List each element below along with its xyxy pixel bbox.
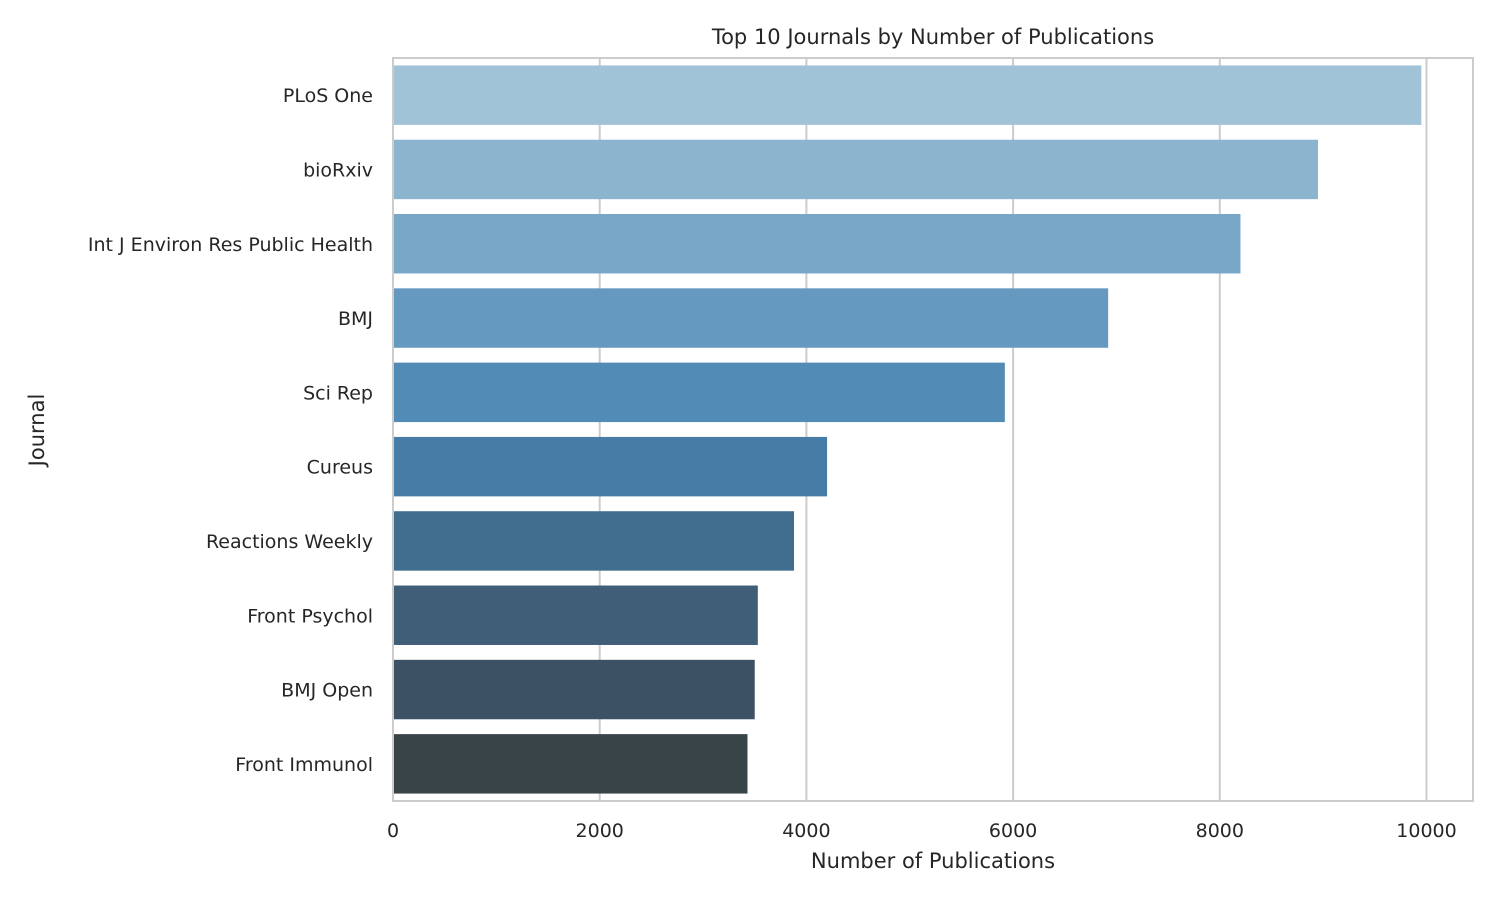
bar <box>394 734 748 794</box>
y-tick-label: Sci Rep <box>303 382 373 404</box>
y-tick-label: PLoS One <box>283 85 373 107</box>
bar <box>394 214 1241 274</box>
plot-frame <box>392 57 1474 802</box>
y-tick-label: Front Psychol <box>247 605 373 627</box>
bar <box>394 139 1318 200</box>
y-tick-label: BMJ <box>338 308 373 330</box>
x-axis-label: Number of Publications <box>811 849 1055 873</box>
y-tick-label: Cureus <box>307 457 373 479</box>
y-tick-label: bioRxiv <box>303 159 373 181</box>
bar <box>394 511 794 571</box>
bar <box>394 659 755 720</box>
x-tick-label: 4000 <box>782 820 830 842</box>
bar <box>394 362 1005 423</box>
y-tick-label: BMJ Open <box>281 680 373 702</box>
x-tick-label: 10000 <box>1396 820 1456 842</box>
y-tick-labels: PLoS One bioRxiv Int J Environ Res Public … <box>88 85 373 776</box>
x-tick-labels: 0 2000 4000 6000 8000 10000 <box>387 820 1457 842</box>
x-tick-label: 6000 <box>989 820 1037 842</box>
bar <box>394 585 758 645</box>
bar <box>394 288 1109 348</box>
x-tick-label: 0 <box>387 820 399 842</box>
chart-title: Top 10 Journals by Number of Publication… <box>711 25 1154 49</box>
y-axis-label: Journal <box>25 394 49 469</box>
y-tick-label: Int J Environ Res Public Health <box>88 234 373 256</box>
x-tick-label: 8000 <box>1196 820 1244 842</box>
bar <box>394 436 828 497</box>
bar <box>394 65 1422 125</box>
bars <box>394 65 1422 794</box>
x-tick-label: 2000 <box>576 820 624 842</box>
y-tick-label: Reactions Weekly <box>206 531 373 553</box>
y-tick-label: Front Immunol <box>235 754 373 776</box>
